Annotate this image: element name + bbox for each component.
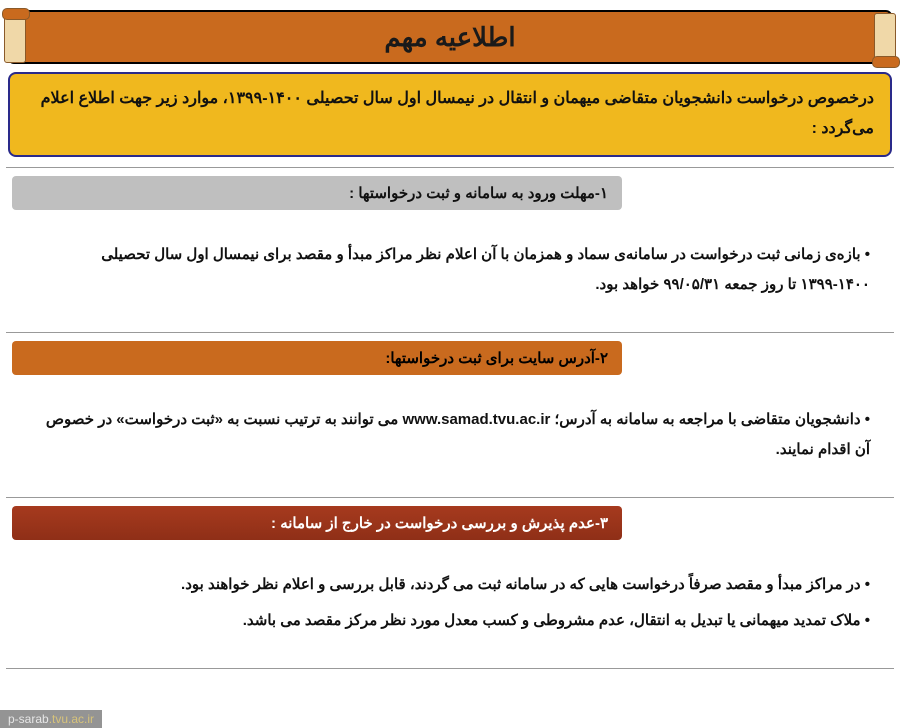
section-1-item: • بازه‌ی زمانی ثبت درخواست در سامانه‌ی س… [30, 240, 870, 300]
section-2: ۲-آدرس سایت برای ثبت درخواستها: • دانشجو… [6, 333, 894, 498]
section-3: ۳-عدم پذیرش و بررسی درخواست در خارج از س… [6, 498, 894, 669]
section-3-item-1: • در مراکز مبدأ و مقصد صرفاً درخواست های… [30, 570, 870, 600]
watermark-suffix: .tvu.ac.ir [49, 712, 94, 726]
scroll-decoration-left [4, 13, 26, 63]
title-banner: اطلاعیه مهم [8, 10, 892, 64]
intro-text: درخصوص درخواست دانشجویان متقاضی میهمان و… [26, 84, 874, 145]
scroll-decoration-right [874, 13, 896, 63]
section-1-body: • بازه‌ی زمانی ثبت درخواست در سامانه‌ی س… [12, 240, 888, 300]
section-3-item-2: • ملاک تمدید میهمانی یا تبدیل به انتقال،… [30, 606, 870, 636]
intro-box: درخصوص درخواست دانشجویان متقاضی میهمان و… [8, 72, 892, 157]
section-2-header: ۲-آدرس سایت برای ثبت درخواستها: [12, 341, 888, 375]
section-3-header: ۳-عدم پذیرش و بررسی درخواست در خارج از س… [12, 506, 888, 540]
section-3-heading: ۳-عدم پذیرش و بررسی درخواست در خارج از س… [12, 506, 622, 540]
section-1: ۱-مهلت ورود به سامانه و ثبت درخواستها : … [6, 168, 894, 333]
watermark-prefix: p-sarab [8, 712, 49, 726]
section-2-heading: ۲-آدرس سایت برای ثبت درخواستها: [12, 341, 622, 375]
page-title: اطلاعیه مهم [384, 22, 515, 53]
section-1-heading: ۱-مهلت ورود به سامانه و ثبت درخواستها : [12, 176, 622, 210]
section-2-item: • دانشجویان متقاضی با مراجعه به سامانه ب… [30, 405, 870, 465]
section-3-body: • در مراکز مبدأ و مقصد صرفاً درخواست های… [12, 570, 888, 636]
watermark: p-sarab.tvu.ac.ir [0, 710, 102, 728]
content-area: ۱-مهلت ورود به سامانه و ثبت درخواستها : … [6, 167, 894, 669]
section-1-header: ۱-مهلت ورود به سامانه و ثبت درخواستها : [12, 176, 888, 210]
section-2-body: • دانشجویان متقاضی با مراجعه به سامانه ب… [12, 405, 888, 465]
